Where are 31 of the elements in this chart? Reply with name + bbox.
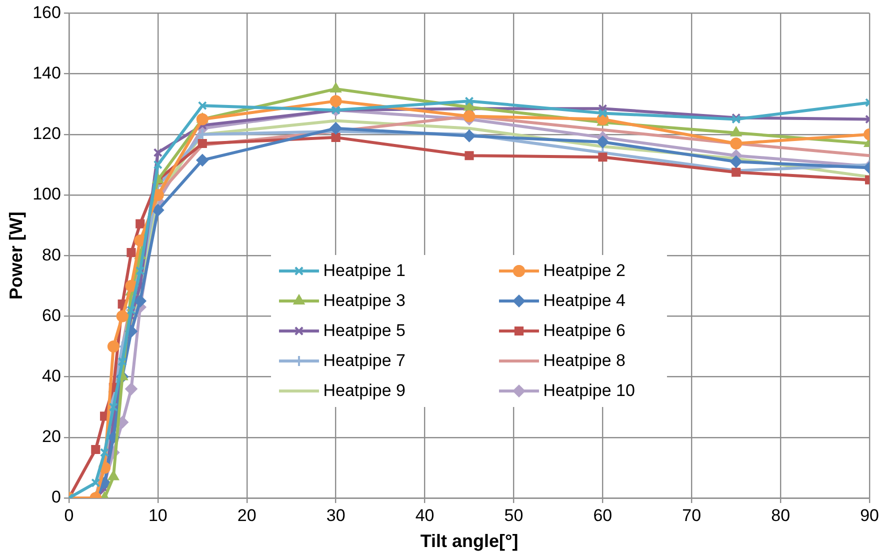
y-tick-label: 60 <box>42 306 61 325</box>
x-tick-label: 30 <box>326 506 346 525</box>
x-tick-label: 50 <box>504 506 524 525</box>
legend-label: Heatpipe 3 <box>323 290 406 311</box>
x-tick-label: 40 <box>415 506 434 525</box>
x-tick-label: 70 <box>682 506 702 525</box>
x-axis-title: Tilt angle[°] <box>420 531 518 552</box>
y-tick-label: 40 <box>42 366 61 386</box>
legend-label: Heatpipe 10 <box>543 380 635 401</box>
y-tick-label: 160 <box>32 2 61 22</box>
y-tick-label: 20 <box>42 427 61 446</box>
x-tick-label: 0 <box>64 506 74 525</box>
y-tick-label: 0 <box>51 488 61 507</box>
x-tick-label: 80 <box>771 506 790 525</box>
y-tick-label: 80 <box>42 245 61 264</box>
x-tick-label: 90 <box>860 506 880 525</box>
legend-label: Heatpipe 2 <box>543 260 626 281</box>
legend-label: Heatpipe 8 <box>543 350 626 371</box>
x-tick-label: 20 <box>237 506 256 525</box>
legend-label: Heatpipe 5 <box>323 320 406 341</box>
legend-label: Heatpipe 6 <box>543 320 626 341</box>
legend-label: Heatpipe 9 <box>323 380 406 401</box>
legend-label: Heatpipe 7 <box>323 350 406 371</box>
x-tick-label: 10 <box>148 506 168 525</box>
y-axis-title: Power [W] <box>6 212 26 300</box>
x-tick-label: 60 <box>593 506 612 525</box>
y-tick-label: 120 <box>32 124 61 144</box>
legend-label: Heatpipe 1 <box>323 260 406 281</box>
y-tick-label: 140 <box>32 63 61 82</box>
y-tick-label: 100 <box>32 184 61 204</box>
legend-label: Heatpipe 4 <box>543 290 626 311</box>
